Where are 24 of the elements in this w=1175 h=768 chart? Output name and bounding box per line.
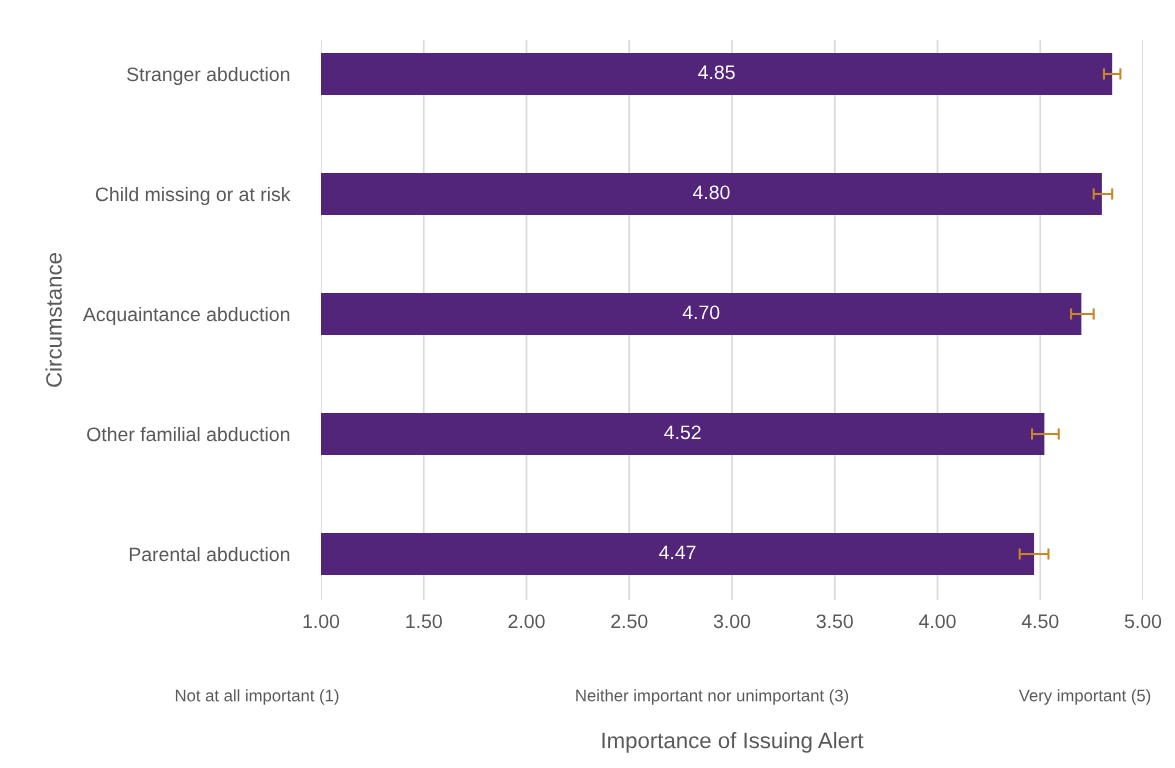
y-axis-title: Circumstance	[45, 253, 62, 387]
text: Very important (5)	[1018, 689, 1151, 705]
x-axis-title: Importance of Issuing Alert	[602, 732, 864, 753]
y-tick-label: Acquaintance abduction	[82, 306, 290, 326]
x-tick-label: 3.50	[816, 614, 853, 629]
data-label: 4.52	[664, 425, 701, 440]
data-label: 4.70	[682, 305, 720, 320]
x-tick-label: 4.00	[919, 614, 956, 629]
y-tick-label: Child missing or at risk	[95, 186, 291, 206]
x-tick-label: 1.50	[406, 614, 442, 629]
x-tick-label: 3.00	[713, 614, 751, 629]
x-tick-label: 2.50	[611, 614, 648, 629]
data-label: 4.47	[659, 545, 696, 560]
x-tick-label: 4.50	[1021, 614, 1059, 629]
y-tick-label: Other familial abduction	[87, 426, 290, 442]
x-tick-label: 1.00	[303, 614, 340, 629]
text: Not at all important (1)	[175, 689, 339, 705]
data-label: 4.85	[698, 65, 735, 80]
data-label: 4.80	[692, 185, 730, 200]
y-tick-label: Parental abduction	[129, 546, 290, 562]
x-tick-label: 2.00	[508, 614, 545, 629]
x-tick-label: 5.00	[1124, 614, 1162, 629]
text: Neither important nor unimportant (3)	[576, 689, 849, 705]
y-tick-label: Stranger abduction	[127, 66, 290, 86]
